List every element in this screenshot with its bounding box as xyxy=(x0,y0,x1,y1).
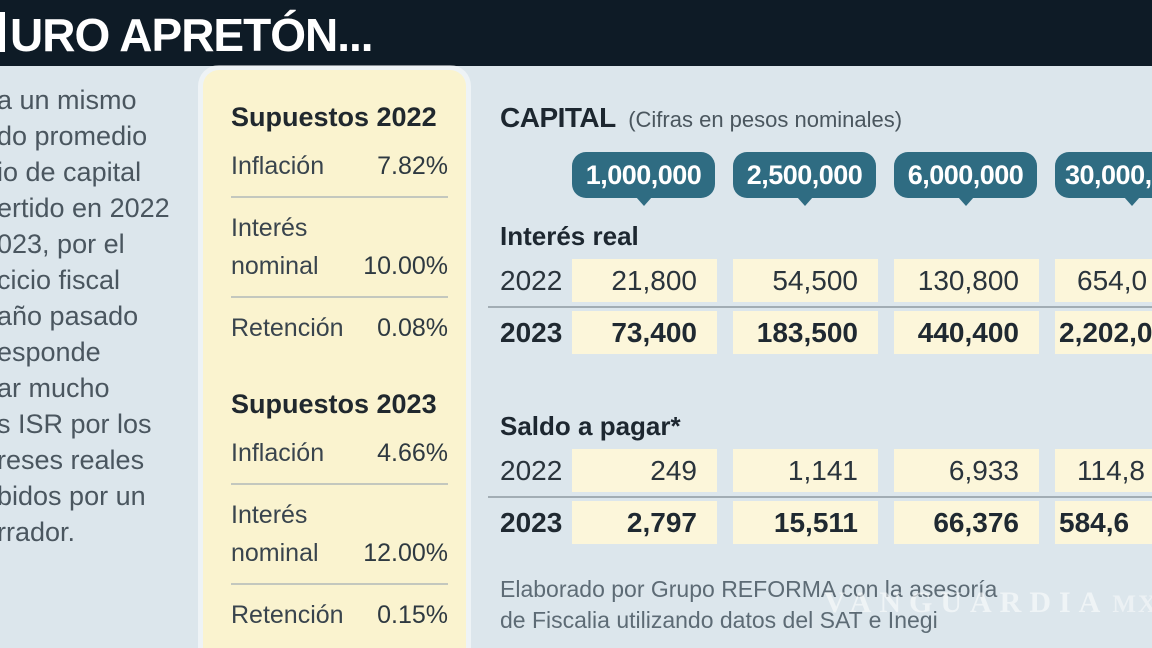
assumption-row-retencion-2023: Retención 0.15% xyxy=(231,596,448,634)
intro-line: cicio fiscal xyxy=(0,265,121,295)
intro-paragraph: a un mismo do promedio io de capital ert… xyxy=(0,82,202,550)
assumption-row-inflacion-2022: Inflación 7.82% xyxy=(231,147,448,185)
capital-badge-2-5m: 2,500,000 xyxy=(733,152,876,198)
table-cell: 654,0 xyxy=(1055,259,1152,302)
assumption-value: 12.00% xyxy=(363,539,448,567)
intro-line: do promedio xyxy=(0,121,148,151)
assumption-label: Inflación xyxy=(231,439,325,467)
vanguardia-watermark: VANGUARDIA MX xyxy=(824,586,1152,620)
assumption-label: Retención xyxy=(231,314,344,342)
table-cell: 15,511 xyxy=(733,501,878,544)
intro-line: ertido en 2022 xyxy=(0,193,170,223)
table-cell: 130,800 xyxy=(894,259,1039,302)
table-cell: 440,400 xyxy=(894,311,1039,354)
assumption-label: Inflación xyxy=(231,152,325,180)
interes-real-title: Interés real xyxy=(500,221,639,251)
intro-line: a un mismo xyxy=(0,85,137,115)
table-cell: 54,500 xyxy=(733,259,878,302)
table-row-interes-2023: 2023 73,400 183,500 440,400 2,202,0 xyxy=(500,311,1152,354)
source-line-1: Elaborado por Grupo REFORMA con la aseso… xyxy=(500,576,998,602)
assumption-value: 10.00% xyxy=(363,252,448,280)
capital-badge-6m: 6,000,000 xyxy=(894,152,1037,198)
intro-line: ar mucho xyxy=(0,373,110,403)
assumption-label: Retención xyxy=(231,601,344,629)
watermark-suffix: MX xyxy=(1112,591,1152,618)
capital-badge-30m: 30,000,0 xyxy=(1055,152,1152,198)
cut-letter-fragment xyxy=(0,12,5,52)
table-divider xyxy=(488,496,1152,498)
assumptions-panel: Supuestos 2022 Inflación 7.82% Interés n… xyxy=(203,70,466,648)
assumption-value: 4.66% xyxy=(377,439,448,467)
table-cell: 584,6 xyxy=(1055,501,1152,544)
assumptions-2023-title: Supuestos 2023 xyxy=(231,389,437,419)
assumption-label: Interés nominal xyxy=(231,214,319,280)
assumption-label: Interés nominal xyxy=(231,501,319,567)
panel-divider xyxy=(231,483,448,485)
table-cell: 1,141 xyxy=(733,449,878,492)
table-cell: 2,202,0 xyxy=(1055,311,1152,354)
saldo-a-pagar-title: Saldo a pagar* xyxy=(500,411,681,441)
table-row-interes-2022: 2022 21,800 54,500 130,800 654,0 xyxy=(500,259,1152,302)
assumption-row-interes-2022: Interés nominal 10.00% xyxy=(231,209,448,285)
year-label: 2023 xyxy=(500,507,563,538)
table-cell: 114,8 xyxy=(1055,449,1152,492)
assumption-row-retencion-2022: Retención 0.08% xyxy=(231,309,448,347)
intro-line: bidos por un xyxy=(0,481,146,511)
intro-line: reses reales xyxy=(0,445,145,475)
panel-gap xyxy=(231,347,448,389)
intro-line: esponde xyxy=(0,337,101,367)
table-cell: 73,400 xyxy=(572,311,717,354)
table-row-saldo-2023: 2023 2,797 15,511 66,376 584,6 xyxy=(500,501,1152,544)
intro-line: s ISR por los xyxy=(0,409,152,439)
capital-note: (Cifras en pesos nominales) xyxy=(628,107,903,132)
intro-line: io de capital xyxy=(0,157,142,187)
assumption-row-inflacion-2023: Inflación 4.66% xyxy=(231,434,448,472)
assumption-value: 0.15% xyxy=(377,601,448,629)
intro-line: año pasado xyxy=(0,301,139,331)
table-cell: 183,500 xyxy=(733,311,878,354)
table-cell: 6,933 xyxy=(894,449,1039,492)
panel-divider xyxy=(231,583,448,585)
table-cell: 249 xyxy=(572,449,717,492)
source-credit: Elaborado por Grupo REFORMA con la aseso… xyxy=(500,574,997,636)
table-row-saldo-2022: 2022 249 1,141 6,933 114,8 xyxy=(500,449,1152,492)
capital-badges: 1,000,000 2,500,000 6,000,000 30,000,0 xyxy=(572,152,1152,198)
assumption-value: 7.82% xyxy=(377,152,448,180)
intro-line: 023, por el xyxy=(0,229,125,259)
source-line-2: de Fiscalia utilizando datos del SAT e I… xyxy=(500,607,938,633)
assumption-value: 0.08% xyxy=(377,314,448,342)
intro-line: rrador. xyxy=(0,517,76,547)
assumptions-2022-title: Supuestos 2022 xyxy=(231,102,437,132)
table-cell: 21,800 xyxy=(572,259,717,302)
capital-heading-row: CAPITAL (Cifras en pesos nominales) xyxy=(500,102,902,134)
year-label: 2023 xyxy=(500,317,563,348)
watermark-text: VANGUARDIA xyxy=(823,586,1109,619)
header-bar: URO APRETÓN... xyxy=(0,0,1152,66)
capital-heading: CAPITAL xyxy=(500,102,616,133)
table-cell: 2,797 xyxy=(572,501,717,544)
capital-badge-1m: 1,000,000 xyxy=(572,152,715,198)
year-label: 2022 xyxy=(500,265,563,296)
page-title: URO APRETÓN... xyxy=(10,9,374,61)
assumption-row-interes-2023: Interés nominal 12.00% xyxy=(231,496,448,572)
table-cell: 66,376 xyxy=(894,501,1039,544)
year-label: 2022 xyxy=(500,455,563,486)
panel-divider xyxy=(231,296,448,298)
panel-divider xyxy=(231,196,448,198)
table-divider xyxy=(488,306,1152,308)
